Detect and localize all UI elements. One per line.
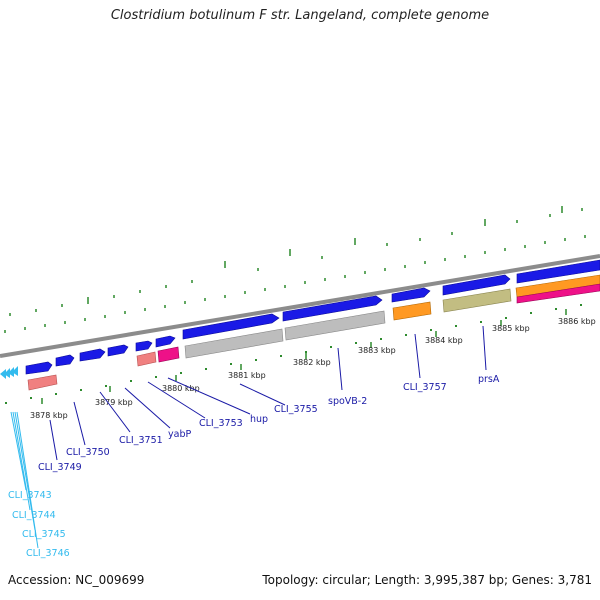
scale-label: 3880 kbp bbox=[162, 384, 200, 393]
scale-label: 3878 kbp bbox=[30, 411, 68, 420]
gene-label: spoVB-2 bbox=[328, 396, 367, 407]
gene-label: CLI_3750 bbox=[66, 447, 110, 458]
gene-label: CLI_3749 bbox=[38, 462, 82, 473]
genome-summary: Topology: circular; Length: 3,995,387 bp… bbox=[262, 573, 592, 587]
scale-ticks bbox=[41, 309, 567, 404]
magenta-feature bbox=[516, 283, 600, 304]
gene-arrow bbox=[182, 313, 280, 340]
gray-feature bbox=[184, 328, 284, 359]
gene-labels[interactable]: CLI_3743 CLI_3744 CLI_3745 CLI_3746 CLI_… bbox=[8, 374, 500, 559]
gene-label: CLI_3757 bbox=[403, 382, 447, 393]
scale-labels: 3878 kbp 3879 kbp 3880 kbp 3881 kbp 3882… bbox=[30, 317, 596, 420]
forward-genes[interactable] bbox=[25, 259, 600, 375]
outer-tick-row bbox=[9, 206, 583, 316]
gene-arrow bbox=[107, 344, 129, 357]
orange-feature bbox=[515, 274, 600, 298]
gene-arrow bbox=[0, 369, 6, 379]
label-leaders bbox=[10, 325, 487, 549]
gene-arrow bbox=[79, 348, 106, 362]
scale-label: 3879 kbp bbox=[95, 398, 133, 407]
gene-label: prsA bbox=[478, 374, 500, 385]
gene-label: hup bbox=[250, 414, 268, 425]
genome-backbone bbox=[0, 254, 600, 358]
inner-tick-row bbox=[4, 235, 586, 333]
magenta-feature bbox=[157, 346, 180, 363]
gene-label: CLI_3755 bbox=[274, 404, 318, 415]
gene-label: CLI_3744 bbox=[12, 510, 56, 521]
gene-arrow bbox=[25, 361, 53, 375]
gene-arrow bbox=[155, 335, 176, 348]
gene-arrow bbox=[516, 259, 600, 284]
scale-label: 3882 kbp bbox=[293, 358, 331, 367]
olive-feature bbox=[442, 288, 512, 313]
accession-label: Accession: NC_009699 bbox=[8, 573, 145, 587]
orange-feature bbox=[392, 301, 432, 321]
small-genes-cluster[interactable] bbox=[0, 366, 18, 379]
gene-arrow bbox=[4, 368, 10, 378]
gene-label: CLI_3751 bbox=[119, 435, 163, 446]
gray-feature bbox=[284, 310, 386, 341]
scale-label: 3881 kbp bbox=[228, 371, 266, 380]
scale-label: 3886 kbp bbox=[558, 317, 596, 326]
scale-label: 3883 kbp bbox=[358, 346, 396, 355]
gene-arrow bbox=[391, 287, 431, 303]
map-title: Clostridium botulinum F str. Langeland, … bbox=[110, 8, 490, 23]
gene-label: yabP bbox=[168, 429, 191, 440]
gene-label: CLI_3753 bbox=[199, 418, 243, 429]
secondary-features[interactable] bbox=[27, 274, 600, 391]
pink-feature bbox=[136, 351, 157, 367]
scale-ruler bbox=[5, 304, 582, 404]
gene-arrow bbox=[135, 340, 153, 352]
pink-feature bbox=[27, 374, 58, 391]
gene-arrow bbox=[12, 366, 18, 376]
gene-arrow bbox=[442, 274, 511, 296]
scale-label: 3884 kbp bbox=[425, 336, 463, 345]
gene-label: CLI_3746 bbox=[26, 548, 70, 559]
scale-label: 3885 kbp bbox=[492, 324, 530, 333]
gene-label: CLI_3745 bbox=[22, 529, 66, 540]
gene-label: CLI_3743 bbox=[8, 490, 52, 501]
gene-arrow bbox=[8, 367, 14, 377]
gene-arrow bbox=[55, 354, 75, 367]
gene-arrow bbox=[282, 295, 383, 322]
